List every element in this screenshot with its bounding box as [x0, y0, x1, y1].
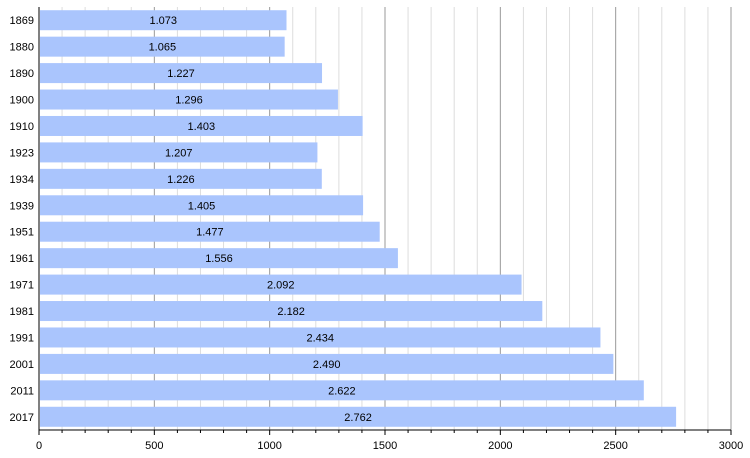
bar-1971 — [40, 274, 522, 295]
bar-value-label-2011: 2.622 — [328, 385, 356, 397]
category-label-1961: 1961 — [10, 253, 34, 265]
bar-1890 — [40, 63, 323, 84]
bar-value-label-2017: 2.762 — [344, 412, 372, 424]
bar-2011 — [40, 380, 644, 401]
category-label-1900: 1900 — [10, 95, 34, 107]
bar-value-label-1900: 1.296 — [175, 95, 203, 107]
bar-1981 — [40, 301, 543, 322]
x-tick-label-3000: 3000 — [719, 440, 743, 452]
bar-value-label-1961: 1.556 — [205, 253, 233, 265]
category-label-1981: 1981 — [10, 306, 34, 318]
x-tick-labels: 0 500 1000 1500 2000 2500 3000 — [36, 440, 743, 452]
category-label-1880: 1880 — [10, 42, 34, 54]
x-axis — [38, 7, 732, 435]
bar-value-label-1991: 2.434 — [306, 332, 334, 344]
category-label-1934: 1934 — [10, 174, 34, 186]
bar-value-label-2001: 2.490 — [313, 359, 341, 371]
bar-1961 — [40, 248, 398, 269]
bar-value-label-1890: 1.227 — [167, 68, 195, 80]
category-label-1971: 1971 — [10, 280, 34, 292]
bar-value-label-1939: 1.405 — [188, 200, 216, 212]
bar-1900 — [40, 89, 338, 110]
bar-1869 — [40, 10, 287, 31]
category-label-1910: 1910 — [10, 121, 34, 133]
bar-2017 — [40, 406, 677, 427]
category-label-1890: 1890 — [10, 68, 34, 80]
bar-value-label-1934: 1.226 — [167, 174, 195, 186]
bar-1951 — [40, 221, 380, 242]
x-tick-label-1500: 1500 — [373, 440, 397, 452]
bars — [40, 10, 677, 427]
x-tick-label-2500: 2500 — [603, 440, 627, 452]
x-tick-label-0: 0 — [36, 440, 42, 452]
bar-1991 — [40, 327, 601, 348]
bar-value-label-1880: 1.065 — [149, 42, 177, 54]
category-labels: 1869 1880 1890 1900 1910 1923 1934 1939 1951 1961… — [10, 15, 34, 424]
bar-1923 — [40, 142, 318, 163]
category-label-1869: 1869 — [10, 15, 34, 27]
bar-value-label-1869: 1.073 — [149, 15, 177, 27]
x-tick-label-2000: 2000 — [488, 440, 512, 452]
x-tick-label-1000: 1000 — [257, 440, 281, 452]
bar-1910 — [40, 115, 363, 136]
category-label-2017: 2017 — [10, 412, 34, 424]
bar-value-label-1910: 1.403 — [188, 121, 216, 133]
bar-value-label-1981: 2.182 — [277, 306, 305, 318]
category-label-2001: 2001 — [10, 359, 34, 371]
bar-1939 — [40, 195, 364, 216]
category-label-1991: 1991 — [10, 332, 34, 344]
bar-value-label-1951: 1.477 — [196, 227, 224, 239]
category-label-2011: 2011 — [10, 385, 34, 397]
category-label-1951: 1951 — [10, 227, 34, 239]
x-tick-label-500: 500 — [145, 440, 163, 452]
bar-value-label-1923: 1.207 — [165, 147, 193, 159]
bar-2001 — [40, 353, 614, 374]
bar-1880 — [40, 36, 285, 57]
category-label-1939: 1939 — [10, 200, 34, 212]
bar-value-label-1971: 2.092 — [267, 280, 295, 292]
bar-1934 — [40, 168, 322, 189]
category-label-1923: 1923 — [10, 147, 34, 159]
bar-value-labels: 1.073 1.065 1.227 1.296 1.403 1.207 1.226 1.405… — [149, 15, 372, 424]
